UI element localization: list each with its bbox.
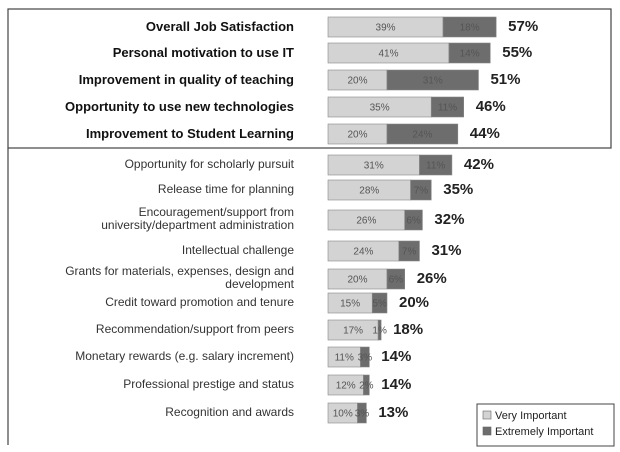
category-label: Improvement to Student Learning: [85, 125, 294, 141]
category-label: Recognition and awards: [165, 404, 294, 419]
bar-segment: [377, 319, 382, 341]
segment-label: 35%: [370, 103, 390, 114]
segment-label: 15%: [340, 299, 360, 310]
total-label: 14%: [381, 348, 411, 365]
segment-label: 18%: [460, 23, 480, 34]
bar-segment: [430, 96, 465, 118]
segment-label: 11%: [426, 161, 445, 172]
segment-label: 20%: [347, 76, 367, 87]
segment-label: 5%: [372, 299, 387, 310]
segment-label: 26%: [356, 216, 376, 227]
segment-label: 28%: [359, 186, 379, 197]
bar-segment: [386, 69, 479, 91]
segment-label: 10%: [333, 409, 353, 420]
segment-label: 6%: [389, 275, 404, 286]
category-label: Overall Job Satisfaction: [145, 18, 294, 34]
segment-label: 41%: [378, 49, 398, 60]
segment-label: 7%: [402, 247, 417, 258]
category-label: Encouragement/support from university/de…: [101, 205, 294, 232]
bar-segment: [410, 179, 432, 201]
category-label: Grants for materials, expenses, design a…: [65, 264, 294, 291]
bar-segment: [386, 268, 406, 290]
segment-label: 7%: [414, 186, 429, 197]
bar-segment: [404, 209, 423, 231]
total-label: 57%: [508, 18, 538, 35]
bar-segment: [363, 374, 370, 396]
segment-label: 6%: [406, 216, 421, 227]
segment-label: 31%: [364, 161, 384, 172]
legend-swatch: [482, 426, 492, 436]
bar-segment: [448, 42, 491, 64]
bar-segment: [398, 240, 420, 262]
total-label: 44%: [470, 125, 500, 142]
category-label: Credit toward promotion and tenure: [105, 294, 294, 309]
legend-swatch: [482, 410, 492, 420]
bar-segment: [360, 346, 370, 368]
segment-label: 2%: [359, 381, 374, 392]
category-label: Professional prestige and status: [123, 376, 294, 391]
segment-label: 12%: [336, 381, 356, 392]
segment-label: 3%: [358, 353, 373, 364]
category-label: Opportunity to use new technologies: [65, 98, 294, 114]
category-label: Opportunity for scholarly pursuit: [124, 156, 294, 171]
total-label: 46%: [476, 98, 506, 115]
total-label: 20%: [399, 294, 429, 311]
top-box: [7, 8, 612, 149]
total-label: 13%: [378, 404, 408, 421]
legend-label: Very Important: [495, 410, 567, 422]
legend-box: [476, 403, 615, 447]
total-label: 35%: [443, 181, 473, 198]
segment-label: 20%: [347, 275, 367, 286]
segment-label: 31%: [423, 76, 443, 87]
total-label: 18%: [393, 321, 423, 338]
total-label: 51%: [490, 71, 520, 88]
category-label: Improvement in quality of teaching: [78, 71, 294, 87]
bar-segment: [371, 292, 388, 314]
bar-segment: [386, 123, 459, 145]
segment-label: 17%: [343, 326, 363, 337]
total-label: 31%: [431, 242, 461, 259]
segment-label: 20%: [347, 130, 367, 141]
bar-segment: [357, 402, 367, 424]
bar-segment: [419, 154, 453, 176]
total-label: 55%: [502, 44, 532, 61]
total-label: 14%: [381, 376, 411, 393]
segment-label: 3%: [355, 409, 370, 420]
segment-label: 11%: [438, 103, 457, 114]
category-label: Intellectual challenge: [181, 242, 294, 257]
segment-label: 1%: [372, 326, 387, 337]
bar-segment: [442, 16, 497, 38]
legend-label: Extremely Important: [495, 426, 593, 438]
total-label: 26%: [417, 270, 447, 287]
category-label: Monetary rewards (e.g. salary increment): [75, 348, 294, 363]
segment-label: 14%: [460, 49, 480, 60]
total-label: 32%: [434, 211, 464, 228]
category-label: Recommendation/support from peers: [95, 321, 294, 336]
segment-label: 24%: [412, 130, 432, 141]
category-label: Personal motivation to use IT: [112, 44, 294, 60]
segment-label: 39%: [376, 23, 396, 34]
category-label: Release time for planning: [157, 181, 294, 196]
segment-label: 11%: [335, 353, 354, 364]
total-label: 42%: [464, 156, 494, 173]
segment-label: 24%: [353, 247, 373, 258]
